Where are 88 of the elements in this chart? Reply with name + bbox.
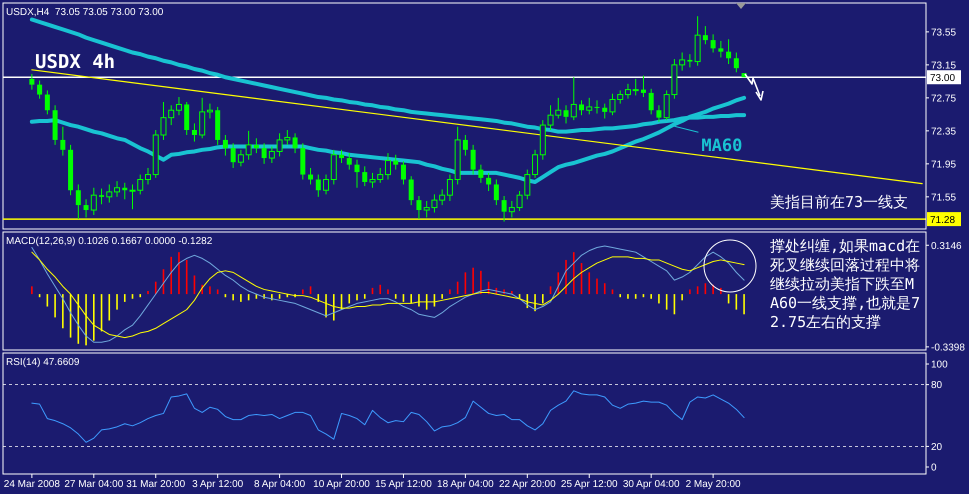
candlestick xyxy=(316,174,321,198)
candlestick xyxy=(602,103,608,119)
candlestick xyxy=(648,88,654,115)
legend-label: MA60 xyxy=(701,136,742,156)
candlestick xyxy=(323,174,330,195)
candlestick xyxy=(176,96,182,116)
candlestick xyxy=(199,97,206,139)
candlestick xyxy=(734,52,739,73)
text: 美指目前在73一线支撑处纠缠,如果macd在死叉继续回落过程中将继续拉动美指下跌至MA60一线支撑,也就是72.75左右的支撑 xyxy=(770,193,920,331)
candlestick xyxy=(84,198,89,218)
x-tick-label: 25 Apr 12:00 xyxy=(560,479,618,490)
candlestick xyxy=(702,26,708,45)
candlestick xyxy=(346,152,352,170)
candlestick xyxy=(726,38,732,65)
candlestick xyxy=(579,100,584,116)
candlestick xyxy=(424,200,430,218)
candlestick xyxy=(354,159,360,188)
candlestick xyxy=(130,184,136,210)
candlestick xyxy=(664,90,670,121)
x-tick-label: 8 Apr 04:00 xyxy=(254,479,306,490)
ref-line-label: 71.28 xyxy=(930,215,956,226)
x-tick-label: 24 Mar 2008 xyxy=(4,479,60,490)
candlestick xyxy=(44,90,50,115)
candlestick xyxy=(462,134,468,156)
candlestick xyxy=(710,34,716,53)
x-tick-label: 2 May 20:00 xyxy=(686,479,742,490)
candlestick xyxy=(502,196,507,222)
candlestick xyxy=(60,126,66,156)
chart-title: USDX,H4 73.05 73.05 73.00 73.00 xyxy=(6,7,164,18)
candlestick xyxy=(408,176,414,206)
candlestick xyxy=(90,187,97,216)
chart-title: RSI(14) 47.6609 xyxy=(6,357,80,368)
candlestick xyxy=(292,132,298,154)
candlestick xyxy=(76,184,81,220)
y-tick-label: 73.15 xyxy=(931,60,956,72)
candlestick xyxy=(640,75,646,98)
candlestick xyxy=(478,164,484,184)
chart-title: MACD(12,26,9) 0.1026 0.1667 0.0000 -0.1282 xyxy=(6,236,213,247)
y-tick-label: 20 xyxy=(931,442,943,453)
candlestick xyxy=(416,196,422,220)
candlestick xyxy=(308,167,314,185)
candlestick xyxy=(564,104,569,124)
candlestick xyxy=(37,80,42,100)
candlestick xyxy=(586,97,592,115)
x-tick-label: 3 Apr 12:00 xyxy=(192,479,244,490)
candlestick xyxy=(486,172,492,192)
y-tick-label: 71.55 xyxy=(931,192,956,204)
candlestick xyxy=(656,104,662,122)
candlestick xyxy=(494,179,499,206)
candlestick xyxy=(555,97,562,119)
y-tick-label: 80 xyxy=(931,380,943,392)
candlestick xyxy=(284,130,290,146)
y-tick-label: 100 xyxy=(931,360,948,371)
candlestick xyxy=(362,166,368,187)
candlestick xyxy=(594,100,600,114)
y-tick-label: 71.95 xyxy=(931,159,956,170)
annotation: USDX 4h xyxy=(35,51,116,73)
candlestick xyxy=(718,40,724,58)
y-tick-label: 72.35 xyxy=(931,126,956,138)
candlestick xyxy=(687,54,692,68)
ref-line-label: 73.00 xyxy=(930,73,956,84)
candlestick xyxy=(400,160,406,185)
candlestick xyxy=(230,142,236,168)
candlestick xyxy=(262,142,267,164)
candlestick xyxy=(393,154,398,170)
candlestick xyxy=(570,76,577,121)
y-tick-label: 0.3146 xyxy=(931,240,962,252)
x-tick-label: 18 Apr 04:00 xyxy=(437,479,494,490)
y-tick-label: 73.55 xyxy=(931,27,956,38)
x-tick-label: 22 Apr 20:00 xyxy=(498,479,556,490)
candlestick xyxy=(99,188,104,205)
x-tick-label: 31 Mar 20:00 xyxy=(126,479,186,490)
candlestick xyxy=(222,134,228,156)
candlestick xyxy=(192,122,197,142)
y-tick-label: 0 xyxy=(931,462,937,474)
x-tick-label: 30 Apr 04:00 xyxy=(622,479,680,490)
candlestick xyxy=(29,73,34,90)
x-tick-label: 27 Mar 04:00 xyxy=(64,479,124,490)
line-series xyxy=(31,390,745,443)
y-tick-label: -0.3398 xyxy=(931,342,966,354)
candlestick xyxy=(206,103,213,119)
candlestick xyxy=(254,138,259,154)
candlestick xyxy=(470,144,476,176)
x-tick-label: 15 Apr 12:00 xyxy=(375,479,432,490)
candlestick xyxy=(384,152,391,180)
x-tick-label: 10 Apr 20:00 xyxy=(313,479,370,490)
y-tick-label: 72.75 xyxy=(931,93,956,104)
candlestick xyxy=(339,149,344,164)
